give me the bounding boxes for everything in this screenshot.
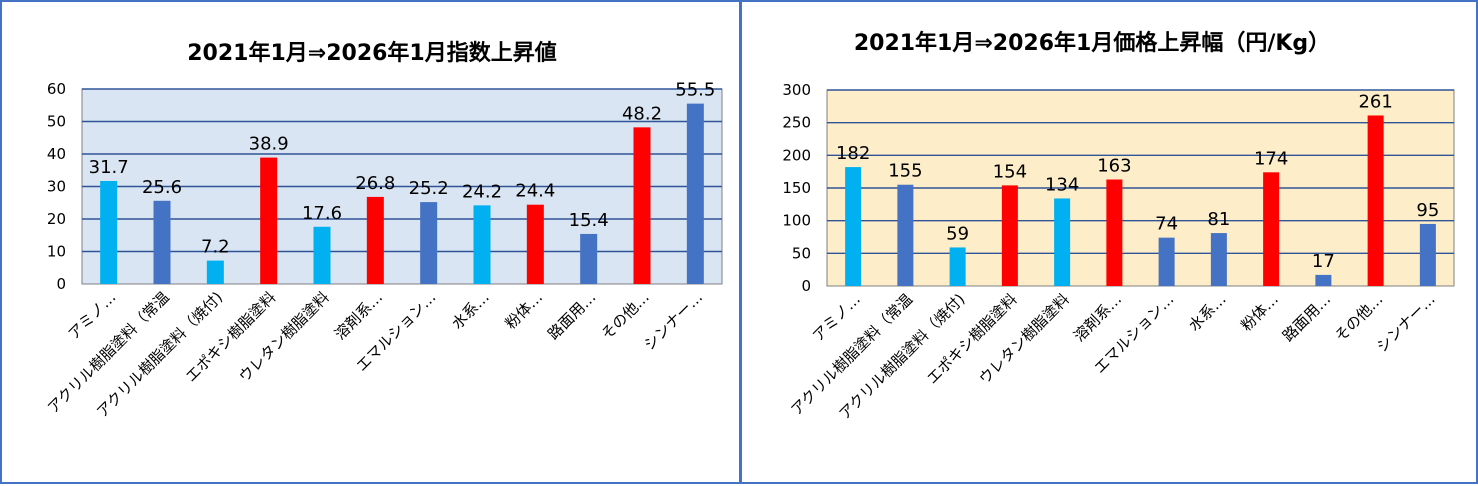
- data-label: 182: [836, 143, 870, 164]
- x-tick-label: ウレタン樹脂塗料: [235, 288, 333, 386]
- bar: [845, 167, 862, 286]
- bar: [1210, 233, 1227, 286]
- y-tick-label: 300: [782, 81, 811, 99]
- data-label: 15.4: [569, 210, 609, 231]
- x-tick-label: その他…: [598, 288, 653, 343]
- data-label: 155: [888, 161, 922, 182]
- bar: [1054, 198, 1071, 286]
- data-label: 154: [993, 161, 1027, 182]
- x-tick-label: エポキシ樹脂塗料: [182, 288, 280, 386]
- data-label: 24.4: [515, 181, 555, 202]
- bar: [686, 103, 704, 284]
- bar: [473, 205, 491, 284]
- bar: [1158, 237, 1175, 286]
- y-tick-label: 60: [47, 80, 66, 98]
- y-tick-label: 250: [782, 114, 811, 132]
- y-tick-label: 0: [801, 277, 811, 295]
- data-label: 74: [1155, 214, 1178, 235]
- data-label: 17.6: [302, 203, 342, 224]
- y-tick-label: 150: [782, 179, 811, 197]
- data-label: 17: [1312, 251, 1335, 272]
- data-label: 31.7: [89, 157, 129, 178]
- y-tick-label: 40: [47, 145, 66, 163]
- data-label: 25.6: [142, 177, 182, 198]
- bar: [1419, 223, 1436, 286]
- x-tick-label: アミノ…: [65, 288, 120, 343]
- data-label: 59: [946, 223, 969, 244]
- bar: [1367, 115, 1384, 286]
- bar: [206, 260, 224, 284]
- x-tick-label: 溶剤系…: [331, 288, 386, 343]
- chart-price-increase: 2021年1月⇒2026年1月価格上昇幅（円/Kg） 0 50 100 150 200 2…: [782, 30, 1455, 423]
- x-tick-label: 粉体…: [1237, 290, 1282, 335]
- bar: [1263, 172, 1280, 286]
- y-tick-label: 10: [47, 243, 66, 261]
- data-label: 24.2: [462, 181, 502, 202]
- data-label: 55.5: [675, 80, 715, 101]
- chart-panel-index: 2021年1月⇒2026年1月指数上昇値 0 10 20 30 40 50 60 31.7 アミ…: [0, 0, 741, 484]
- bar: [1106, 179, 1123, 286]
- x-tick-label: 路面用…: [1279, 290, 1334, 345]
- bar: [366, 196, 384, 284]
- x-tick-label: 水系…: [448, 288, 493, 333]
- data-label: 134: [1045, 174, 1079, 195]
- y-tick-label: 30: [47, 178, 66, 196]
- data-label: 26.8: [355, 173, 395, 194]
- x-tick-label: ウレタン樹脂塗料: [975, 290, 1073, 388]
- x-tick-label: 路面用…: [544, 288, 599, 343]
- bar: [100, 180, 118, 284]
- bar: [1001, 185, 1018, 286]
- bar: [949, 247, 966, 286]
- data-label: 95: [1416, 200, 1439, 221]
- y-tick-label: 0: [56, 275, 66, 293]
- chart-panel-price: 2021年1月⇒2026年1月価格上昇幅（円/Kg） 0 50 100 150 200 2…: [741, 0, 1478, 484]
- bar: [153, 200, 171, 284]
- bar: [1315, 274, 1332, 286]
- x-tick-label: 粉体…: [502, 288, 547, 333]
- data-label: 7.2: [201, 237, 230, 258]
- x-tick-label: エポキシ樹脂塗料: [923, 290, 1021, 388]
- bar: [526, 204, 544, 284]
- x-tick-label: シンナー…: [640, 288, 706, 354]
- data-label: 163: [1097, 156, 1131, 177]
- data-label: 38.9: [249, 134, 289, 155]
- y-tick-label: 200: [782, 146, 811, 164]
- bar: [897, 184, 914, 286]
- y-tick-label: 20: [47, 210, 66, 228]
- data-label: 48.2: [622, 103, 662, 124]
- y-tick-label: 50: [792, 244, 811, 262]
- bar: [420, 202, 438, 284]
- data-label: 261: [1358, 91, 1392, 112]
- data-label: 25.2: [409, 178, 449, 199]
- chart-title: 2021年1月⇒2026年1月指数上昇値: [187, 40, 557, 66]
- bar: [580, 233, 598, 284]
- data-label: 81: [1207, 209, 1230, 230]
- bar: [260, 157, 278, 284]
- bar: [313, 226, 331, 284]
- data-label: 174: [1254, 148, 1288, 169]
- chart-title: 2021年1月⇒2026年1月価格上昇幅（円/Kg）: [854, 30, 1330, 56]
- x-tick-label: 水系…: [1185, 290, 1230, 335]
- y-tick-label: 100: [782, 212, 811, 230]
- chart-index-increase: 2021年1月⇒2026年1月指数上昇値 0 10 20 30 40 50 60 31.7 アミ…: [44, 40, 723, 421]
- y-tick-label: 50: [47, 113, 66, 131]
- bar: [633, 127, 651, 284]
